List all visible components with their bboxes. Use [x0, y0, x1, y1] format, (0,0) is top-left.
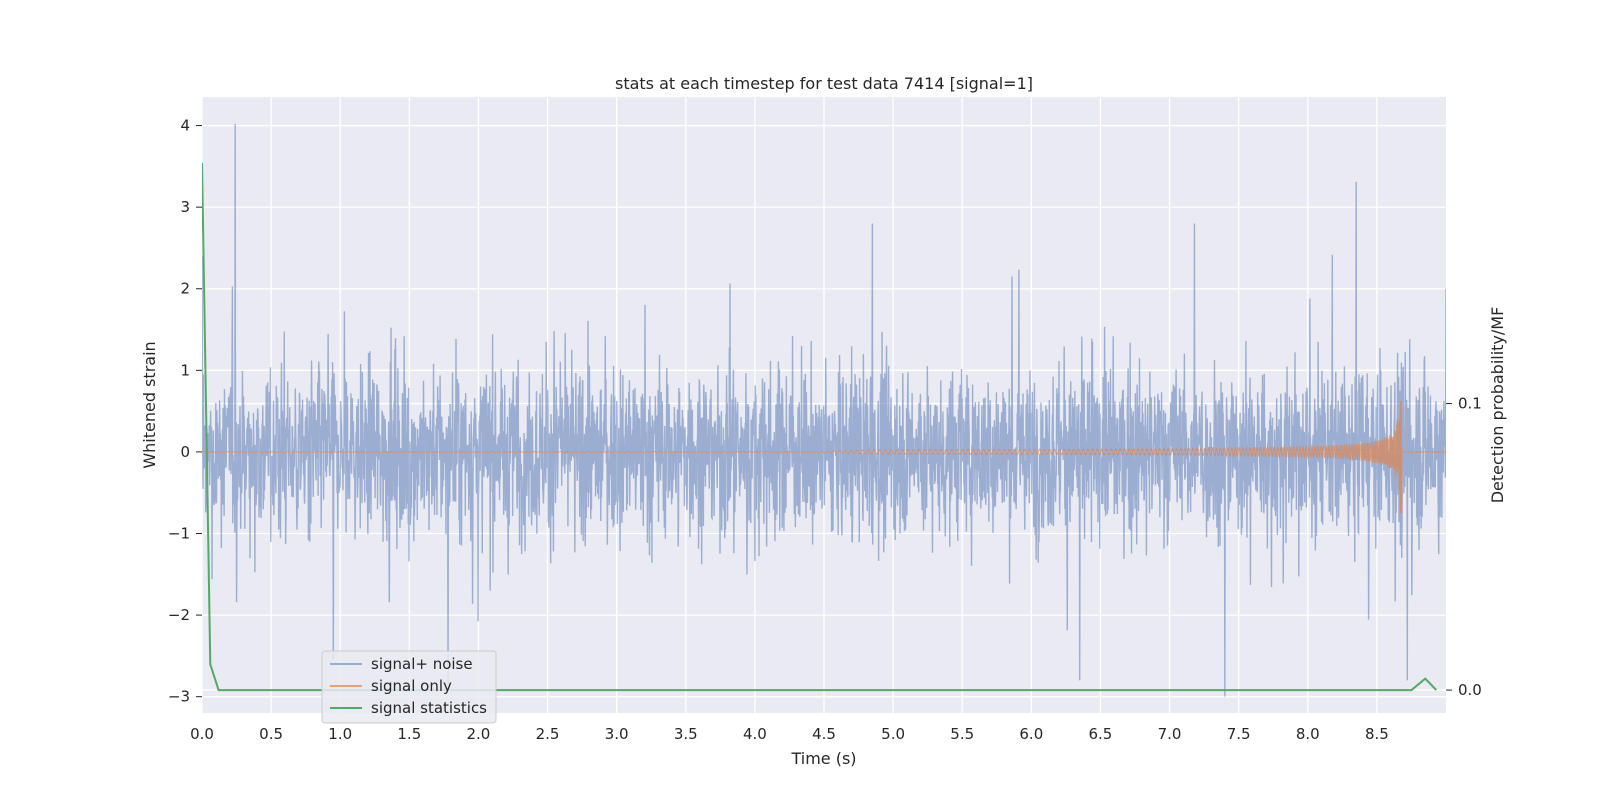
- signal-statistics-line: [202, 162, 1438, 692]
- y-tick-label: 1: [180, 361, 190, 379]
- y-tick-label: 2: [180, 280, 190, 298]
- x-tick-label: 4.5: [812, 725, 836, 743]
- series-signal-only: [202, 401, 1446, 514]
- y-tick-label: −1: [168, 525, 190, 543]
- signal-noise-line: [202, 123, 1446, 697]
- x-tick-label: 2.5: [536, 725, 560, 743]
- y2-tick-label: 0.0: [1458, 681, 1482, 699]
- x-tick-label: 4.0: [743, 725, 767, 743]
- x-tick-label: 0.5: [259, 725, 283, 743]
- signal-only-line: [202, 401, 1446, 514]
- series-signal-noise: [202, 123, 1446, 697]
- y-tick-label: 3: [180, 198, 190, 216]
- x-tick-label: 5.0: [881, 725, 905, 743]
- x-tick-label: 5.5: [950, 725, 974, 743]
- y2-axis-label: Detection probability/MF: [1488, 307, 1507, 504]
- y-tick-label: −3: [168, 688, 190, 706]
- legend-label-signal-statistics: signal statistics: [371, 699, 487, 717]
- x-tick-label: 7.0: [1158, 725, 1182, 743]
- x-tick-label: 3.0: [605, 725, 629, 743]
- x-tick-label: 6.5: [1089, 725, 1113, 743]
- x-tick-label: 7.5: [1227, 725, 1251, 743]
- y-axis-label: Whitened strain: [140, 341, 159, 468]
- y-axis-ticks: −3 −2 −1 0 1 2 3 4: [168, 117, 202, 706]
- x-tick-label: 2.0: [467, 725, 491, 743]
- x-tick-label: 1.5: [397, 725, 421, 743]
- legend-label-signal-only: signal only: [371, 677, 452, 695]
- y-tick-label: −2: [168, 606, 190, 624]
- x-axis-ticks: 0.0 0.5 1.0 1.5 2.0 2.5 3.0 3.5 4.0 4.5 5.0 5.5 6.0 6…: [190, 725, 1389, 743]
- series-signal-statistics: [202, 162, 1438, 692]
- legend-box: [321, 650, 497, 724]
- y-tick-label: 0: [180, 443, 190, 461]
- chart-title: stats at each timestep for test data 741…: [615, 74, 1033, 93]
- x-tick-label: 6.0: [1019, 725, 1043, 743]
- legend-label-signal-noise: signal+ noise: [371, 655, 473, 673]
- y-tick-label: 4: [180, 117, 190, 135]
- legend: signal+ noise signal only signal statist…: [321, 650, 497, 724]
- x-tick-label: 3.5: [674, 725, 698, 743]
- x-axis-label: Time (s): [790, 749, 856, 768]
- x-tick-label: 1.0: [328, 725, 352, 743]
- x-tick-label: 8.5: [1365, 725, 1389, 743]
- x-tick-label: 0.0: [190, 725, 214, 743]
- y2-tick-label: 0.1: [1458, 395, 1482, 413]
- x-tick-label: 8.0: [1296, 725, 1320, 743]
- y2-axis-ticks: 0.0 0.1: [1446, 395, 1482, 699]
